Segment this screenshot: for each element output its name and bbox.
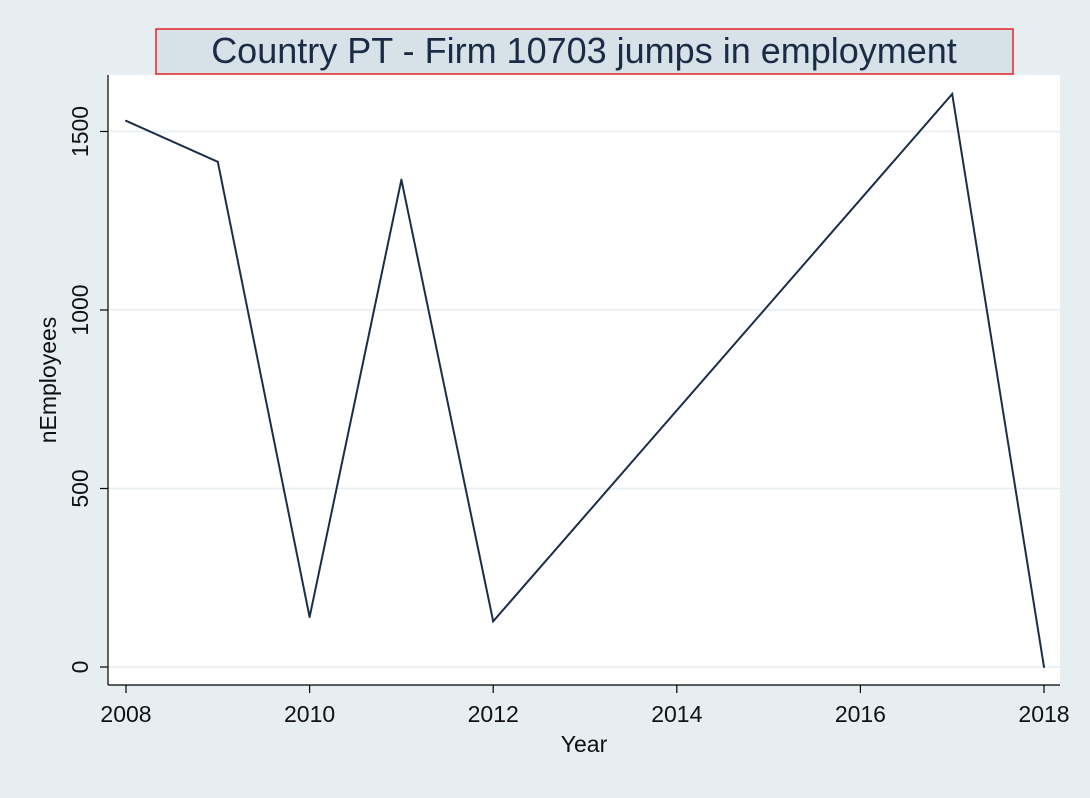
data-point xyxy=(308,616,311,619)
x-axis-label: Year xyxy=(561,731,608,757)
x-tick-label: 2016 xyxy=(835,701,886,727)
data-point xyxy=(400,178,403,181)
axes xyxy=(107,75,1060,686)
x-tick-label: 2010 xyxy=(284,701,335,727)
ticks: 0 500 1000 1500 2008 2010 2012 2014 2016 2018 xyxy=(67,106,1070,727)
x-tick-label: 2014 xyxy=(651,701,702,727)
y-tick-label: 500 xyxy=(67,469,93,507)
x-tick-label: 2012 xyxy=(468,701,519,727)
data-point xyxy=(492,620,495,623)
data-point xyxy=(125,119,127,122)
gridlines xyxy=(108,130,1060,668)
y-axis-label: nEmployees xyxy=(35,317,61,444)
plot-area xyxy=(108,75,1060,685)
data-point xyxy=(951,93,954,95)
chart-title: Country PT - Firm 10703 jumps in employm… xyxy=(211,30,957,71)
data-point xyxy=(1043,666,1045,668)
series xyxy=(125,91,1045,668)
title-box xyxy=(155,28,1014,75)
y-tick-label: 0 xyxy=(67,661,93,674)
y-tick-label: 1000 xyxy=(67,284,93,335)
x-tick-label: 2018 xyxy=(1018,701,1069,727)
data-point xyxy=(216,160,219,163)
y-tick-label: 1500 xyxy=(67,106,93,157)
x-tick-label: 2008 xyxy=(100,701,151,727)
